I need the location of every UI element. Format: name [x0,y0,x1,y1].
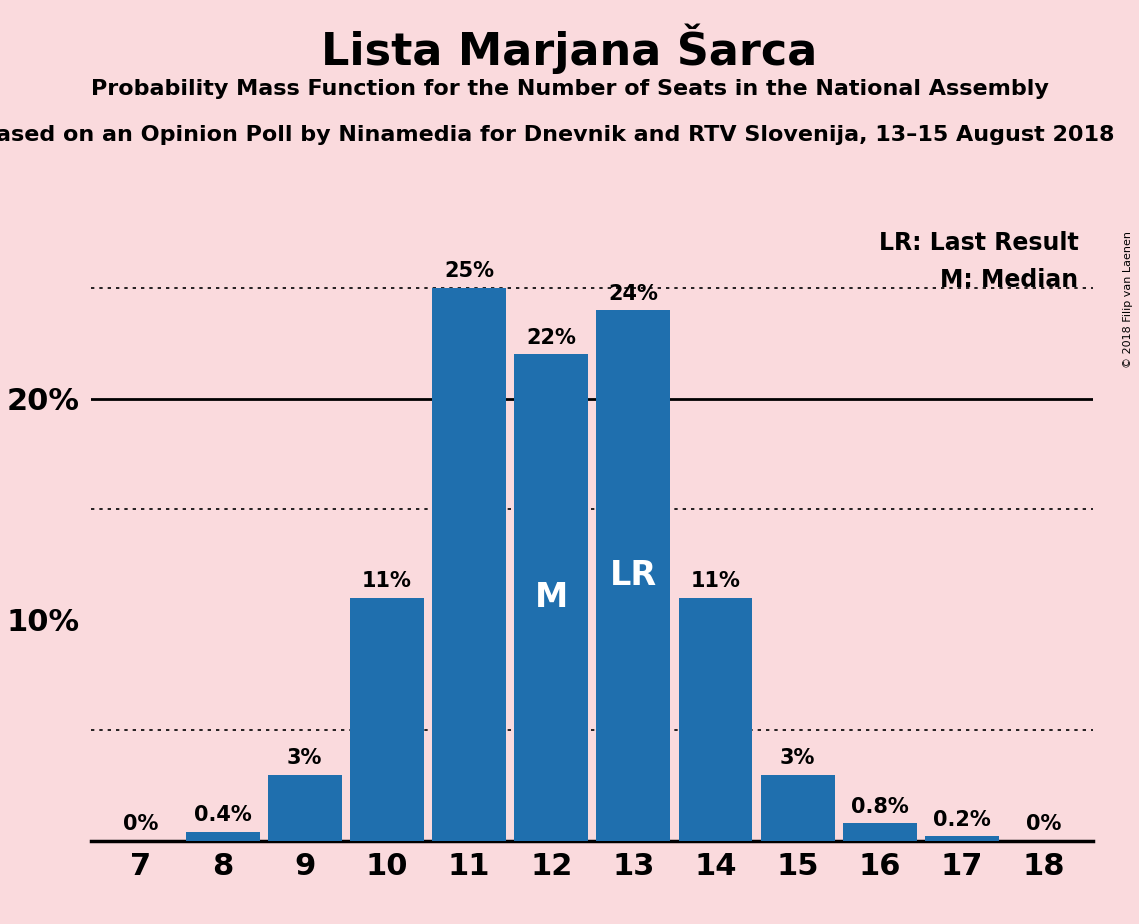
Text: 0.2%: 0.2% [933,809,991,830]
Text: LR: Last Result: LR: Last Result [878,231,1079,255]
Text: 0.4%: 0.4% [194,806,252,825]
Text: Based on an Opinion Poll by Ninamedia for Dnevnik and RTV Slovenija, 13–15 Augus: Based on an Opinion Poll by Ninamedia fo… [0,125,1114,145]
Bar [761,774,835,841]
Bar [268,774,342,841]
Bar [350,598,424,841]
Text: 3%: 3% [287,748,322,768]
Text: 11%: 11% [362,571,412,591]
Text: © 2018 Filip van Laenen: © 2018 Filip van Laenen [1123,231,1133,368]
Bar [432,288,506,841]
Text: 24%: 24% [608,284,658,304]
Text: M: Median: M: Median [941,268,1079,292]
Text: 3%: 3% [780,748,816,768]
Text: 0%: 0% [123,814,158,834]
Text: Probability Mass Function for the Number of Seats in the National Assembly: Probability Mass Function for the Number… [91,79,1048,99]
Text: 0.8%: 0.8% [851,796,909,817]
Text: 11%: 11% [690,571,740,591]
Text: 0%: 0% [1026,814,1062,834]
Bar [679,598,753,841]
Bar [514,355,588,841]
Text: LR: LR [609,559,657,592]
Text: 22%: 22% [526,328,576,347]
Text: M: M [534,581,568,614]
Text: 25%: 25% [444,261,494,282]
Bar [925,836,999,841]
Bar [186,832,260,841]
Bar [597,310,671,841]
Bar [843,823,917,841]
Text: Lista Marjana Šarca: Lista Marjana Šarca [321,23,818,74]
